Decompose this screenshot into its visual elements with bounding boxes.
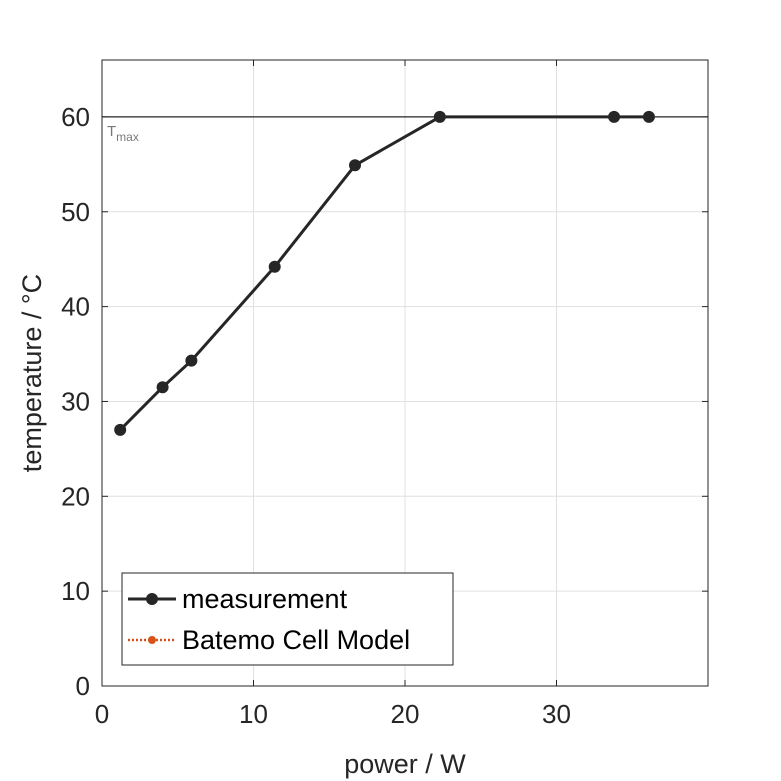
data-point (185, 354, 198, 367)
x-tick-label: 10 (239, 699, 268, 729)
data-point (114, 423, 127, 436)
reference-label-tmax: Tmax (107, 123, 139, 144)
reference-label-sub: max (116, 130, 139, 144)
x-tick-label: 20 (391, 699, 420, 729)
y-tick-label: 0 (76, 671, 90, 701)
legend: measurement Batemo Cell Model (121, 572, 454, 666)
reference-label-main: T (107, 123, 116, 140)
y-tick-label: 20 (61, 481, 90, 511)
legend-label-measurement: measurement (182, 584, 348, 614)
data-point (433, 110, 446, 123)
data-point (608, 110, 621, 123)
data-point (349, 159, 362, 172)
data-point (268, 260, 281, 273)
data-point (156, 381, 169, 394)
legend-label-batemo: Batemo Cell Model (182, 625, 410, 655)
y-tick-label: 40 (61, 292, 90, 322)
series-layer (114, 110, 655, 436)
legend-box (121, 572, 454, 666)
x-tick-label: 0 (95, 699, 109, 729)
grid (102, 60, 708, 686)
legend-marker-measurement (146, 593, 158, 605)
y-tick-label: 50 (61, 197, 90, 227)
y-axis-ticks: 0 10 20 30 40 50 60 (61, 102, 708, 701)
y-tick-label: 60 (61, 102, 90, 132)
data-point (642, 110, 655, 123)
series-line-0 (119, 115, 649, 431)
y-tick-label: 30 (61, 386, 90, 416)
y-axis-label: temperature / °C (17, 274, 47, 472)
x-axis-label: power / W (344, 749, 466, 779)
y-tick-label: 10 (61, 576, 90, 606)
x-axis-ticks: 0 10 20 30 (95, 60, 571, 729)
x-tick-label: 30 (542, 699, 571, 729)
legend-marker-batemo (148, 636, 156, 644)
